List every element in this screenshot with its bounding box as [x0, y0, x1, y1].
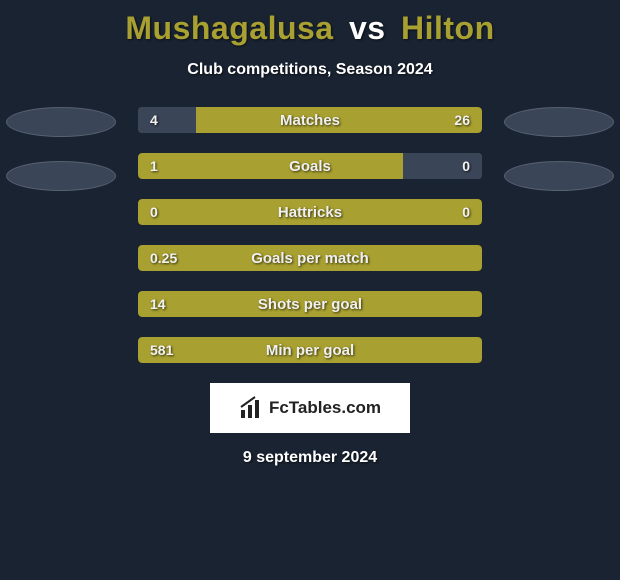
subtitle: Club competitions, Season 2024: [0, 61, 620, 79]
comparison-arena: 426Matches 10Goals 00Hattricks 0.25Goals pe…: [0, 107, 620, 363]
player1-badge-top: [6, 107, 116, 137]
bar-track: [138, 337, 482, 363]
bar-track: [138, 199, 482, 225]
fctables-logo: FcTables.com: [210, 383, 410, 433]
bar-fill-right: [403, 153, 482, 179]
player2-badge-top: [504, 107, 614, 137]
date-text: 9 september 2024: [0, 449, 620, 467]
player1-badge-bottom: [6, 161, 116, 191]
stat-row: 581Min per goal: [138, 337, 482, 363]
stat-row: 10Goals: [138, 153, 482, 179]
bar-fill-left: [138, 107, 196, 133]
player2-name: Hilton: [401, 10, 495, 46]
stat-bars: 426Matches 10Goals 00Hattricks 0.25Goals pe…: [138, 107, 482, 363]
stat-row: 00Hattricks: [138, 199, 482, 225]
player1-name: Mushagalusa: [125, 10, 333, 46]
player2-badge-bottom: [504, 161, 614, 191]
stat-row: 14Shots per goal: [138, 291, 482, 317]
bar-track: [138, 291, 482, 317]
logo-text: FcTables.com: [269, 398, 381, 418]
vs-text: vs: [349, 10, 386, 46]
comparison-title: Mushagalusa vs Hilton: [0, 0, 620, 47]
chart-icon: [239, 396, 263, 420]
stat-row: 0.25Goals per match: [138, 245, 482, 271]
bar-track: [138, 245, 482, 271]
stat-row: 426Matches: [138, 107, 482, 133]
